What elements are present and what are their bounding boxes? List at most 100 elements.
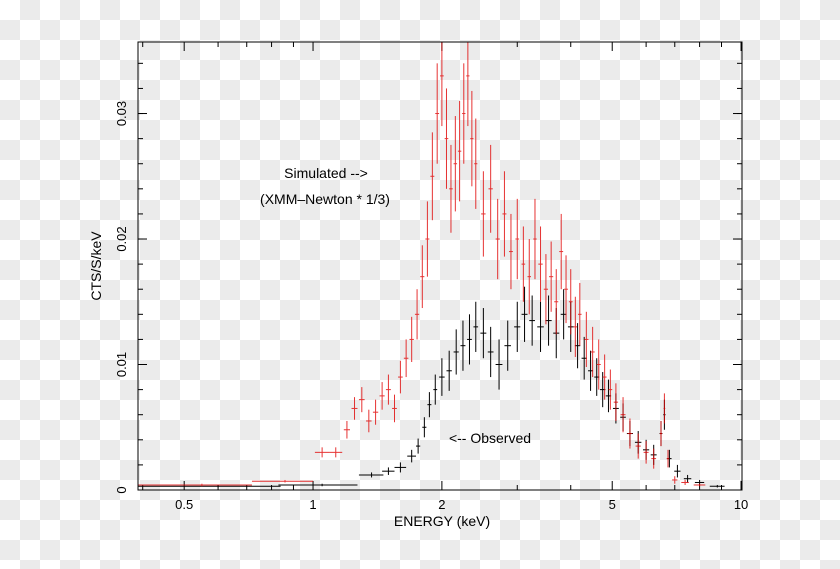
error-bar-point xyxy=(533,198,537,280)
error-bar-point xyxy=(509,213,513,290)
y-axis-label: CTS/S/keV xyxy=(88,231,104,301)
error-bar-point xyxy=(578,282,582,346)
error-bar-point xyxy=(366,409,372,433)
error-bar-point xyxy=(433,374,438,405)
error-bar-point xyxy=(351,397,358,420)
error-bar-point xyxy=(435,63,440,164)
error-bar-point xyxy=(608,369,613,410)
error-bar-point xyxy=(666,449,670,468)
error-bar-point xyxy=(385,374,391,405)
annotation-xmm-newton: (XMM–Newton * 1/3) xyxy=(260,191,390,207)
x-tick-label: 0.5 xyxy=(175,497,193,512)
data-marks xyxy=(138,42,725,488)
error-bar-point xyxy=(495,339,503,390)
error-bar-point xyxy=(643,441,649,464)
error-bar-point xyxy=(568,269,573,335)
error-bar-point xyxy=(681,479,689,485)
error-bar-point xyxy=(422,417,427,438)
error-bar-point xyxy=(596,339,601,390)
error-bar-point xyxy=(488,144,493,233)
error-bar-point xyxy=(453,329,459,375)
y-tick-label: 0 xyxy=(114,486,129,493)
error-bar-point xyxy=(414,289,420,340)
error-bar-point xyxy=(398,360,403,394)
error-bar-point xyxy=(138,483,252,487)
error-bar-point xyxy=(473,301,479,352)
error-bar-point xyxy=(343,420,351,439)
error-bar-point xyxy=(635,433,641,459)
error-bar-point xyxy=(521,286,528,342)
error-bar-point xyxy=(627,418,633,449)
error-bar-point xyxy=(453,116,458,212)
error-bar-point xyxy=(427,392,432,418)
error-bar-point xyxy=(674,464,681,478)
error-bar-point xyxy=(382,467,395,475)
error-bar-point xyxy=(372,399,379,425)
error-bar-point xyxy=(584,311,589,368)
error-bar-point xyxy=(527,239,531,315)
error-bar-point xyxy=(394,462,407,473)
error-bar-point xyxy=(602,354,607,400)
error-bar-point xyxy=(559,213,564,290)
error-bar-point xyxy=(329,447,343,458)
error-bar-point xyxy=(474,118,478,209)
error-bar-point xyxy=(460,320,466,371)
error-bar-point xyxy=(440,42,444,127)
plot-frame xyxy=(137,41,743,491)
error-bar-point xyxy=(480,308,487,359)
x-tick-label: 10 xyxy=(734,497,748,512)
series-simulated xyxy=(138,42,706,487)
error-bar-point xyxy=(251,479,314,483)
error-bar-point xyxy=(543,254,549,325)
error-bar-point xyxy=(538,226,543,302)
error-bar-point xyxy=(467,314,472,365)
error-bar-point xyxy=(466,42,470,127)
error-bar-point xyxy=(481,171,486,257)
error-bar-point xyxy=(529,295,535,346)
error-bar-point xyxy=(409,316,414,362)
error-bar-point xyxy=(403,339,409,378)
error-bar-point xyxy=(358,472,384,478)
error-bar-point xyxy=(495,198,500,280)
error-bar-point xyxy=(430,132,435,221)
y-tick-label: 0.01 xyxy=(114,352,129,377)
error-bar-point xyxy=(659,420,663,447)
x-tick-label: 2 xyxy=(438,497,445,512)
error-bar-point xyxy=(502,171,507,257)
error-bar-point xyxy=(549,241,554,312)
x-axis-label: ENERGY (keV) xyxy=(394,513,490,529)
error-bar-point xyxy=(613,383,619,421)
error-bar-point xyxy=(392,394,397,423)
error-bar-point xyxy=(709,484,725,488)
error-bar-point xyxy=(439,358,445,396)
error-bar-point xyxy=(457,100,462,202)
error-bar-point xyxy=(278,483,358,487)
error-bar-point xyxy=(620,397,626,433)
error-bar-point xyxy=(416,438,421,454)
error-bar-point xyxy=(462,63,466,164)
y-tick-label: 0.03 xyxy=(114,101,129,126)
error-bar-point xyxy=(651,448,657,469)
error-bar-point xyxy=(514,301,521,352)
error-bar-point xyxy=(487,326,494,378)
x-tick-label: 5 xyxy=(609,497,616,512)
error-bar-point xyxy=(663,393,666,424)
y-tick-label: 0.02 xyxy=(114,226,129,251)
error-bar-point xyxy=(314,447,330,458)
error-bar-point xyxy=(672,476,678,484)
error-bar-point xyxy=(521,226,526,302)
error-bar-point xyxy=(446,350,452,391)
error-bar-point xyxy=(444,88,449,189)
error-bar-point xyxy=(379,382,385,410)
error-bar-point xyxy=(470,90,474,187)
tick-labels: 0.5 1 2 5 10 0 0.01 0.02 0.03 xyxy=(114,101,748,512)
error-bar-point xyxy=(693,483,706,487)
series-observed xyxy=(138,286,725,488)
axis-ticks xyxy=(138,42,742,491)
x-tick-label: 1 xyxy=(309,497,316,512)
error-bar-point xyxy=(504,320,511,371)
annotation-observed: <-- Observed xyxy=(449,430,531,446)
error-bar-point xyxy=(590,326,595,378)
error-bar-point xyxy=(515,198,520,280)
